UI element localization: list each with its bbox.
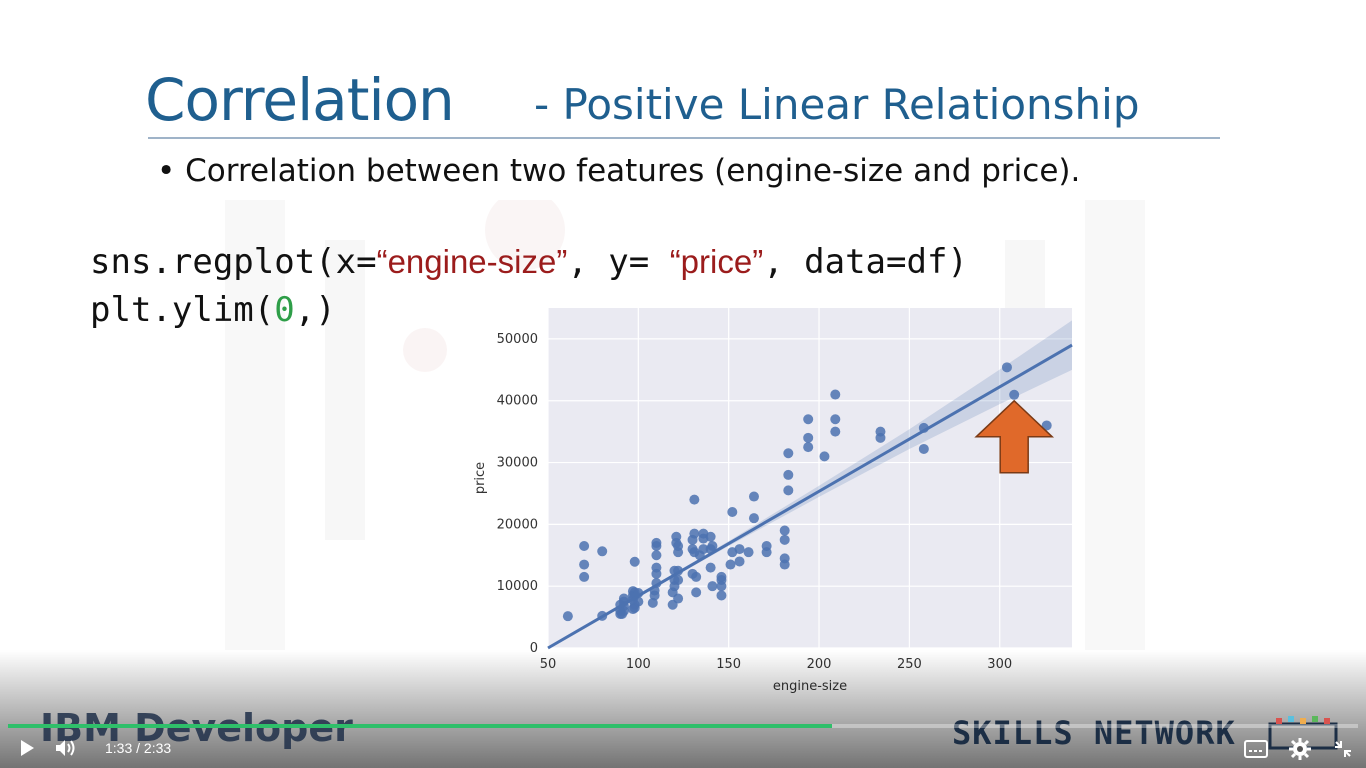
data-point	[689, 494, 700, 505]
bullet-point: • Correlation between two features (engi…	[157, 153, 1081, 189]
data-point	[783, 469, 794, 480]
current-time: 1:33	[105, 740, 133, 756]
data-point	[705, 562, 716, 573]
data-point	[671, 531, 682, 542]
data-point	[725, 559, 736, 570]
data-point	[579, 541, 590, 551]
y-tick-label: 20000	[497, 517, 538, 532]
y-tick-label: 30000	[497, 456, 538, 471]
code-text: sns.regplot(x=	[90, 242, 377, 282]
data-point	[1041, 420, 1052, 431]
slide-subtitle: - Positive Linear Relationship	[534, 80, 1140, 129]
data-point	[783, 448, 794, 459]
bullet-text: Correlation between two features (engine…	[185, 153, 1081, 189]
code-text: plt.ylim(	[90, 290, 275, 330]
data-point	[761, 541, 772, 551]
data-point	[707, 541, 718, 551]
data-point	[633, 596, 644, 607]
ibm-developer-logo: IBM Developer	[40, 706, 353, 750]
code-string: “price”	[669, 243, 764, 280]
code-number: 0	[274, 290, 295, 330]
code-line-1: sns.regplot(x=“engine-size”, y= “price”,…	[90, 242, 968, 282]
data-point	[673, 593, 684, 604]
data-point	[705, 531, 716, 542]
y-tick-label: 0	[530, 641, 538, 656]
data-point	[748, 491, 759, 502]
code-text: , data=df)	[763, 242, 968, 282]
data-point	[819, 451, 830, 462]
data-point	[691, 571, 702, 582]
y-tick-label: 40000	[497, 394, 538, 409]
slide-title: Correlation	[145, 66, 455, 134]
data-point	[673, 575, 684, 585]
data-point	[691, 587, 702, 598]
data-point	[562, 611, 573, 622]
skills-network-logo: SKILLS NETWORK	[952, 714, 1236, 752]
exit-fullscreen-icon[interactable]	[1333, 739, 1353, 759]
regression-line	[547, 343, 1073, 650]
data-point	[830, 426, 841, 437]
y-tick-label: 50000	[497, 332, 538, 347]
data-point	[748, 513, 759, 524]
code-text: , y=	[567, 242, 670, 282]
data-point	[1009, 389, 1020, 400]
data-point	[734, 556, 745, 567]
data-point	[779, 534, 790, 545]
data-point	[734, 544, 745, 555]
data-point	[779, 553, 790, 564]
data-point	[651, 562, 662, 573]
data-point	[707, 581, 718, 592]
regplot-chart: 5010015020025030001000020000300004000050…	[473, 308, 1073, 694]
play-icon[interactable]	[18, 739, 36, 757]
data-point	[727, 507, 738, 517]
data-point	[579, 571, 590, 582]
data-point	[830, 389, 841, 400]
data-point	[716, 575, 727, 585]
code-string: “engine-size”	[376, 243, 568, 280]
progress-fill	[8, 724, 832, 728]
y-tick-label: 10000	[497, 579, 538, 594]
data-point	[698, 544, 709, 555]
time-separator: /	[136, 740, 141, 756]
data-point	[673, 541, 684, 551]
y-axis-label: price	[473, 462, 488, 494]
data-point	[803, 432, 814, 443]
data-point	[651, 550, 662, 561]
watermark-graphic	[225, 200, 1145, 650]
player-overlay	[0, 650, 1366, 768]
data-point	[651, 537, 662, 548]
data-point	[830, 414, 841, 425]
data-point	[803, 414, 814, 425]
captions-icon[interactable]	[1244, 740, 1268, 758]
highlight-arrow	[974, 399, 1055, 474]
data-point	[743, 547, 754, 558]
code-text: ,)	[294, 290, 336, 330]
time-display: 1:33 / 2:33	[105, 740, 171, 756]
data-point	[779, 525, 790, 536]
duration: 2:33	[143, 740, 172, 756]
volume-icon[interactable]	[54, 738, 78, 758]
data-point	[579, 559, 590, 570]
settings-icon[interactable]	[1289, 738, 1311, 760]
data-point	[803, 442, 814, 453]
data-point	[875, 426, 886, 437]
data-point	[597, 546, 608, 557]
title-divider	[148, 137, 1220, 139]
data-point	[918, 443, 929, 454]
data-point	[1001, 362, 1012, 373]
data-point	[783, 485, 794, 496]
progress-bar[interactable]	[8, 724, 1358, 728]
data-point	[689, 528, 700, 539]
data-point	[716, 590, 727, 601]
code-line-2: plt.ylim(0,)	[90, 290, 336, 330]
data-point	[629, 556, 640, 567]
